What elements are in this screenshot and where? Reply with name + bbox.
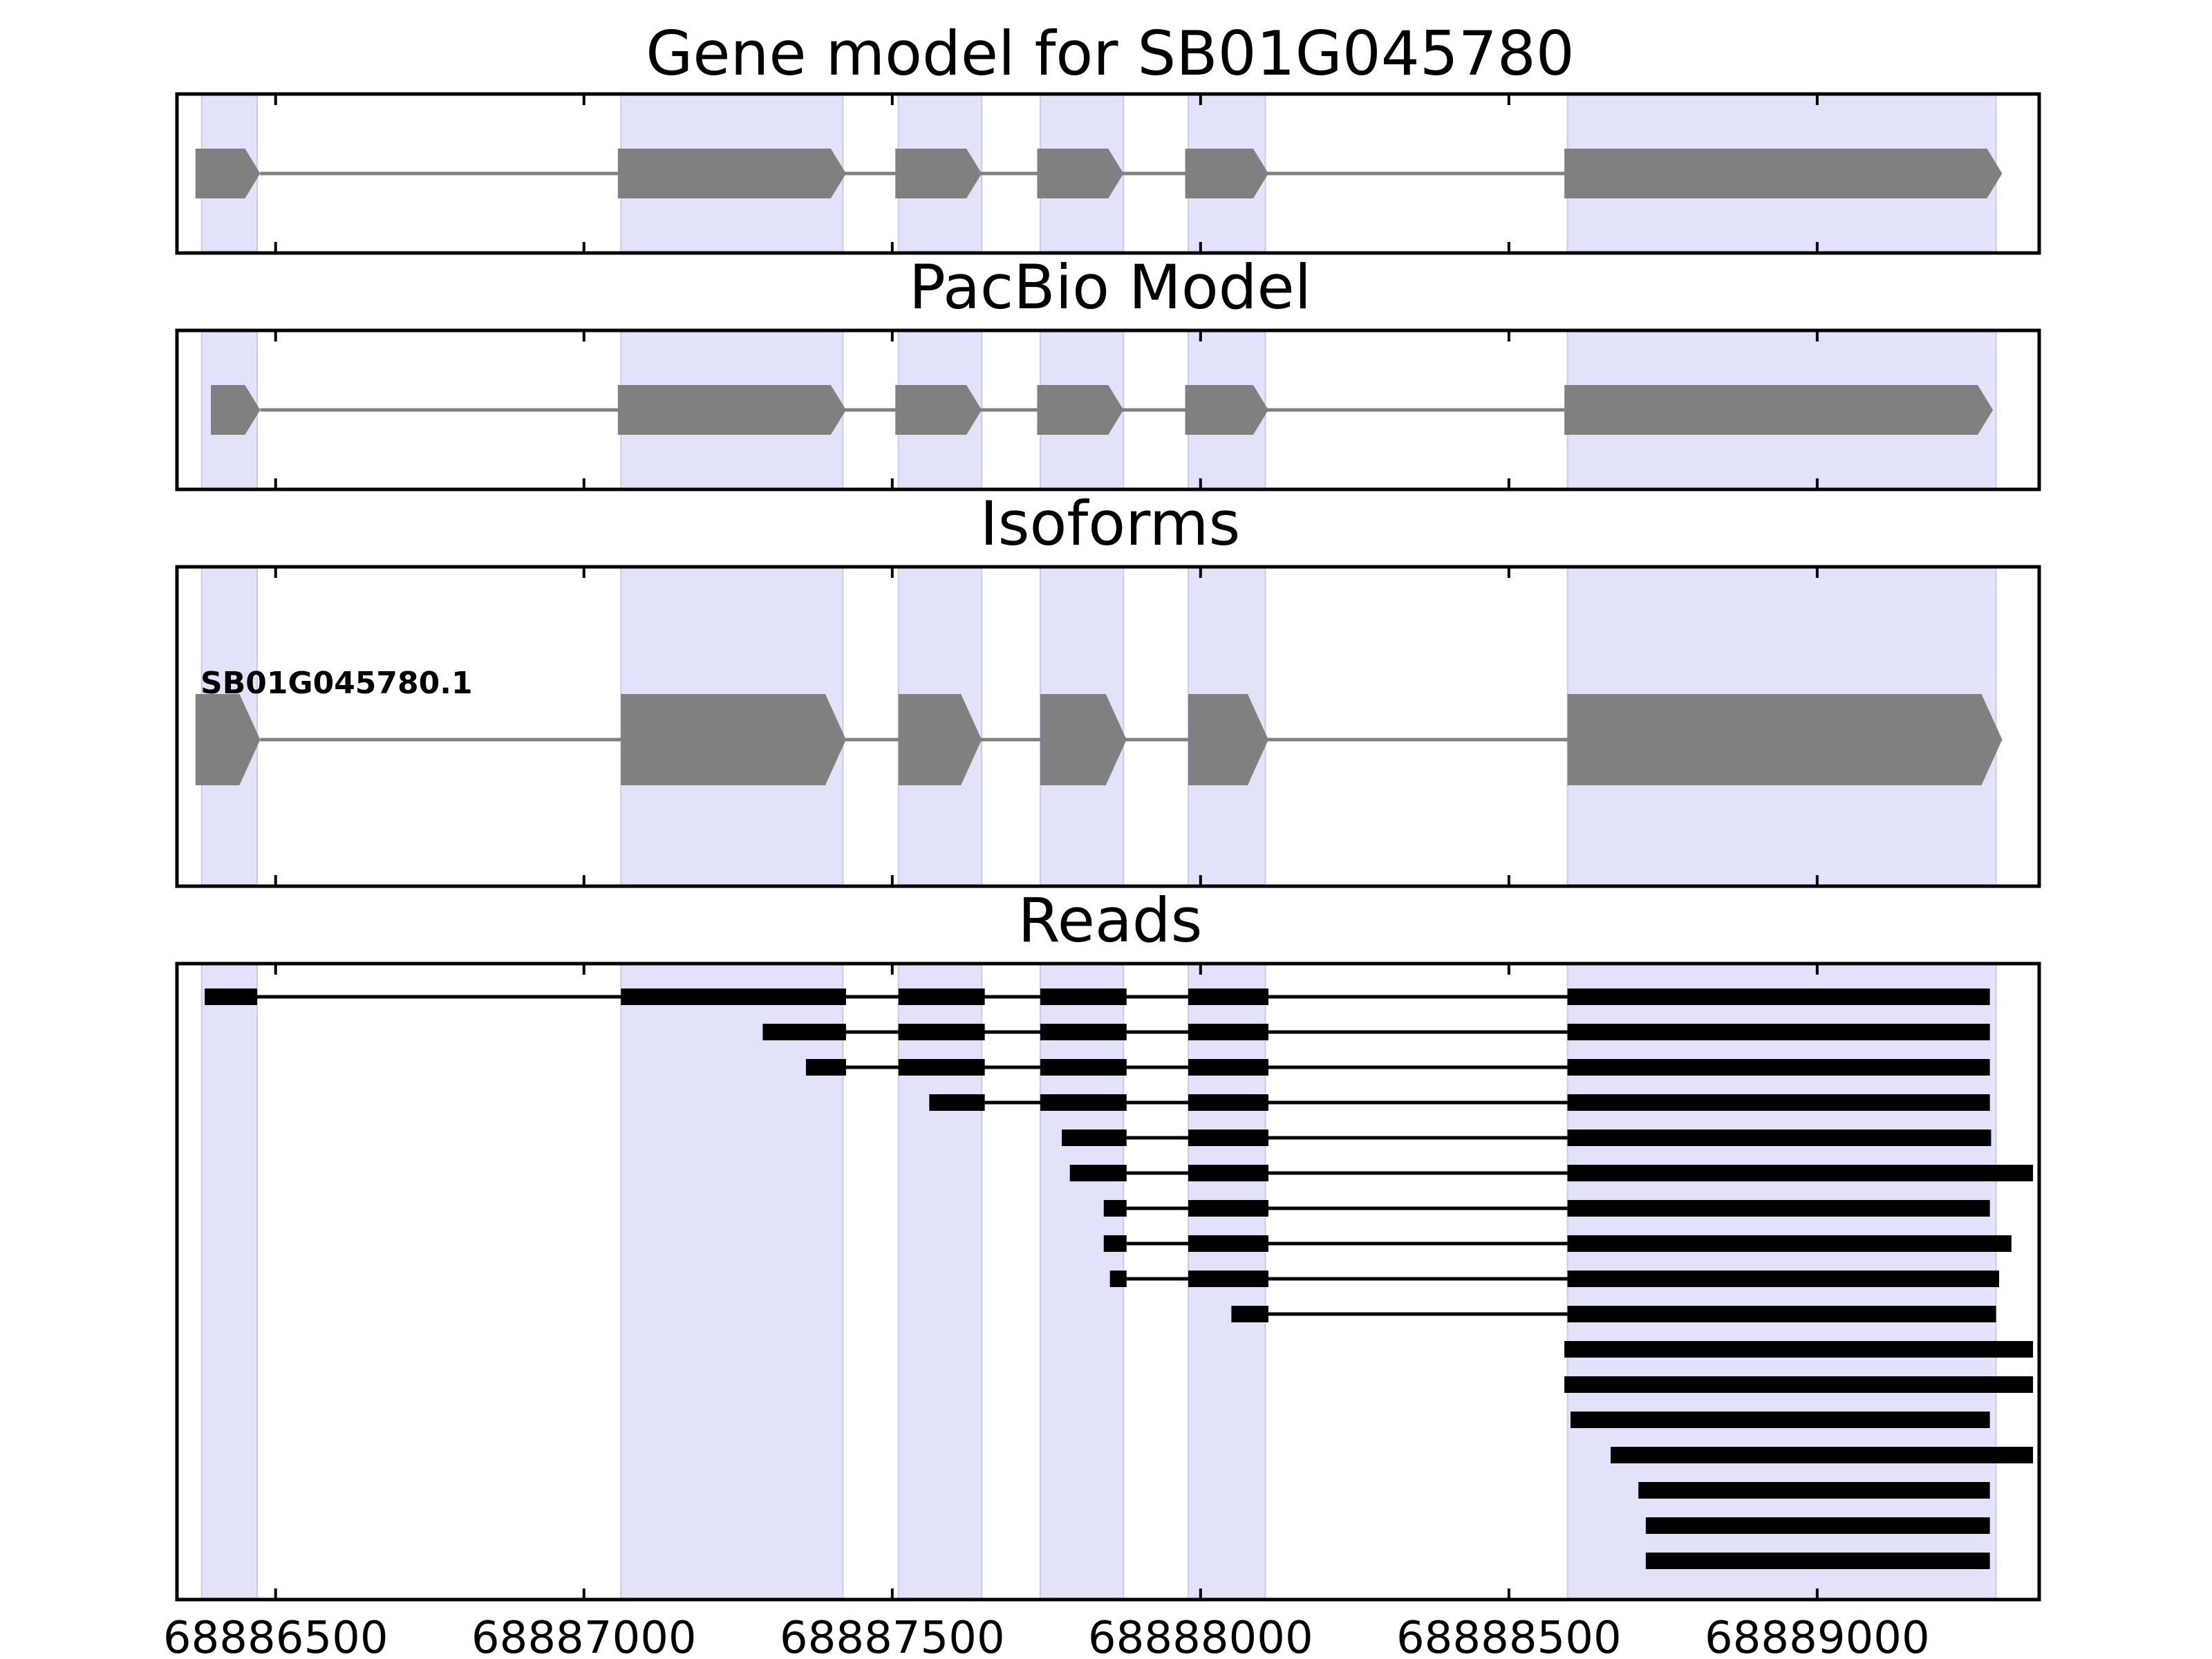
exon-arrow bbox=[195, 149, 261, 198]
gene-model-title: Gene model for SB01G045780 bbox=[646, 18, 1575, 89]
read-block bbox=[1103, 1235, 1127, 1252]
exon-arrow bbox=[1185, 385, 1268, 435]
isoforms-panel: Isoforms SB01G045780.1 bbox=[175, 488, 2041, 888]
read-block bbox=[1567, 1200, 1990, 1217]
x-tick-label: 68887000 bbox=[471, 1613, 697, 1659]
read-block bbox=[1188, 988, 1268, 1005]
read-block bbox=[1103, 1200, 1127, 1217]
isoforms-ticks bbox=[274, 567, 1819, 886]
read-block bbox=[1040, 1024, 1127, 1040]
read-block bbox=[1645, 1553, 1990, 1569]
read-block bbox=[1567, 1235, 2012, 1252]
read-block bbox=[1188, 1094, 1268, 1111]
read-block bbox=[1567, 1130, 1991, 1146]
isoforms-features bbox=[195, 694, 2003, 785]
read-block bbox=[1567, 1024, 1990, 1040]
gene-model-panel: Gene model for SB01G045780 bbox=[175, 18, 2041, 255]
gene-model-ticks bbox=[274, 94, 1819, 253]
exon-arrow bbox=[895, 385, 982, 435]
gene-model-features bbox=[195, 149, 2003, 198]
read-block bbox=[1567, 1094, 1990, 1111]
read-block bbox=[805, 1059, 846, 1076]
read-block bbox=[762, 1024, 846, 1040]
read-block bbox=[205, 988, 257, 1005]
pacbio-model-title: PacBio Model bbox=[909, 252, 1311, 323]
read-block bbox=[1188, 1235, 1268, 1252]
reads-frame bbox=[175, 962, 2041, 1602]
read-block bbox=[929, 1094, 985, 1111]
read-block bbox=[1231, 1306, 1268, 1322]
read-block bbox=[1188, 1271, 1268, 1287]
pacbio-model-features bbox=[211, 385, 1994, 435]
isoforms-title: Isoforms bbox=[980, 488, 1241, 559]
exon-highlight-band bbox=[200, 963, 258, 1600]
read-block bbox=[1188, 1130, 1268, 1146]
pacbio-model-ticks bbox=[274, 330, 1819, 489]
read-block bbox=[1564, 1376, 2034, 1393]
exon-arrow bbox=[211, 385, 261, 435]
read-block bbox=[1571, 1412, 1990, 1428]
read-block bbox=[1188, 1024, 1268, 1040]
read-block bbox=[1109, 1271, 1127, 1287]
exon-arrow bbox=[621, 694, 846, 785]
read-block bbox=[1611, 1447, 2034, 1463]
read-block bbox=[1638, 1482, 1990, 1499]
exon-arrow bbox=[1564, 149, 2003, 198]
x-axis-labels: 68886500 68887000 68887500 68888000 6888… bbox=[163, 1613, 1930, 1659]
pacbio-model-frame bbox=[175, 328, 2041, 491]
reads-features bbox=[205, 988, 2034, 1569]
x-tick-label: 68888000 bbox=[1088, 1613, 1313, 1659]
exon-arrow bbox=[1564, 385, 1994, 435]
read-block bbox=[898, 1024, 985, 1040]
exon-arrow bbox=[1185, 149, 1268, 198]
exon-arrow bbox=[898, 694, 982, 785]
read-block bbox=[1567, 1306, 1996, 1322]
read-block bbox=[1567, 1059, 1990, 1076]
pacbio-model-panel: PacBio Model bbox=[175, 252, 2041, 491]
read-block bbox=[1564, 1341, 2034, 1358]
x-tick-label: 68888500 bbox=[1396, 1613, 1622, 1659]
isoform-name-label: SB01G045780.1 bbox=[200, 666, 473, 701]
read-block bbox=[621, 988, 846, 1005]
read-block bbox=[1567, 1271, 2000, 1287]
read-block bbox=[1567, 988, 1990, 1005]
read-block bbox=[1188, 1059, 1268, 1076]
exon-arrow bbox=[617, 149, 846, 198]
isoforms-frame bbox=[175, 565, 2041, 888]
exon-arrow bbox=[1037, 385, 1124, 435]
exon-arrow bbox=[1040, 694, 1127, 785]
read-block bbox=[898, 1059, 985, 1076]
exon-arrow bbox=[1037, 149, 1124, 198]
read-block bbox=[898, 988, 985, 1005]
read-block bbox=[1040, 988, 1127, 1005]
read-block bbox=[1645, 1517, 1990, 1534]
gene-model-frame bbox=[175, 92, 2041, 255]
read-block bbox=[1062, 1130, 1127, 1146]
exon-arrow bbox=[617, 385, 846, 435]
x-tick-label: 68887500 bbox=[780, 1613, 1005, 1659]
exon-arrow bbox=[1567, 694, 2003, 785]
read-block bbox=[1188, 1165, 1268, 1181]
exon-arrow bbox=[195, 694, 261, 785]
read-block bbox=[1040, 1094, 1127, 1111]
exon-arrow bbox=[895, 149, 982, 198]
reads-panel: Reads bbox=[175, 885, 2041, 1602]
read-block bbox=[1069, 1165, 1127, 1181]
exon-arrow bbox=[1188, 694, 1268, 785]
read-block bbox=[1188, 1200, 1268, 1217]
x-tick-label: 68889000 bbox=[1705, 1613, 1930, 1659]
reads-title: Reads bbox=[1018, 885, 1203, 956]
x-tick-label: 68886500 bbox=[163, 1613, 388, 1659]
read-block bbox=[1040, 1059, 1127, 1076]
read-block bbox=[1567, 1165, 2034, 1181]
reads-ticks bbox=[274, 964, 1819, 1600]
